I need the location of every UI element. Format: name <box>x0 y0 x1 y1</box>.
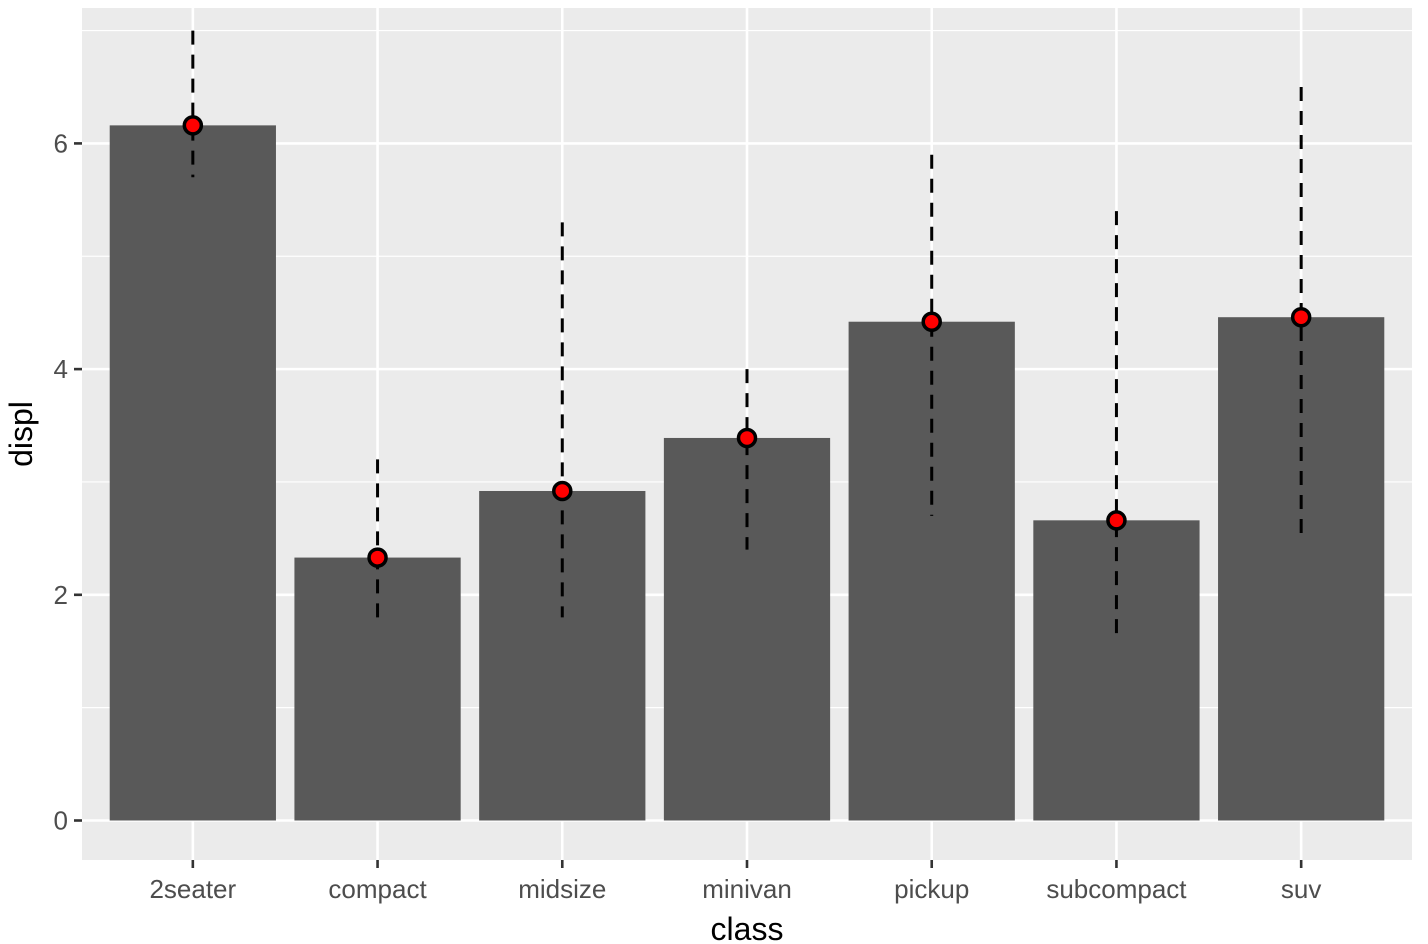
x-axis: 2seater compact midsize minivan pickup subcom… <box>149 860 1321 904</box>
y-axis-title: displ <box>3 401 39 467</box>
x-tick-label: suv <box>1281 874 1321 904</box>
mean-points <box>182 115 1312 568</box>
bars <box>109 125 1385 821</box>
x-axis-title: class <box>711 911 784 944</box>
bar-compact <box>294 557 461 821</box>
y-tick-label: 2 <box>54 580 68 610</box>
mean-point-2seater <box>182 115 204 136</box>
y-tick-label: 6 <box>54 128 68 158</box>
mean-point-midsize <box>552 480 573 502</box>
x-tick-label: pickup <box>894 874 969 904</box>
bar-suv <box>1218 317 1385 821</box>
x-tick-label: midsize <box>518 874 606 904</box>
y-axis: 0 2 4 6 <box>54 128 82 836</box>
bar-2seater <box>109 125 276 821</box>
mean-point-compact <box>367 547 388 568</box>
mean-point-minivan <box>736 427 758 449</box>
x-tick-label: 2seater <box>149 874 236 904</box>
mean-point-subcompact <box>1106 510 1127 531</box>
y-tick-label: 4 <box>54 354 68 384</box>
x-tick-label: compact <box>328 874 427 904</box>
bar-subcompact <box>1033 520 1200 821</box>
y-tick-label: 0 <box>54 806 68 836</box>
mean-point-suv <box>1290 306 1312 328</box>
x-tick-label: minivan <box>702 874 792 904</box>
x-tick-label: subcompact <box>1046 874 1187 904</box>
mean-point-pickup <box>921 311 942 332</box>
